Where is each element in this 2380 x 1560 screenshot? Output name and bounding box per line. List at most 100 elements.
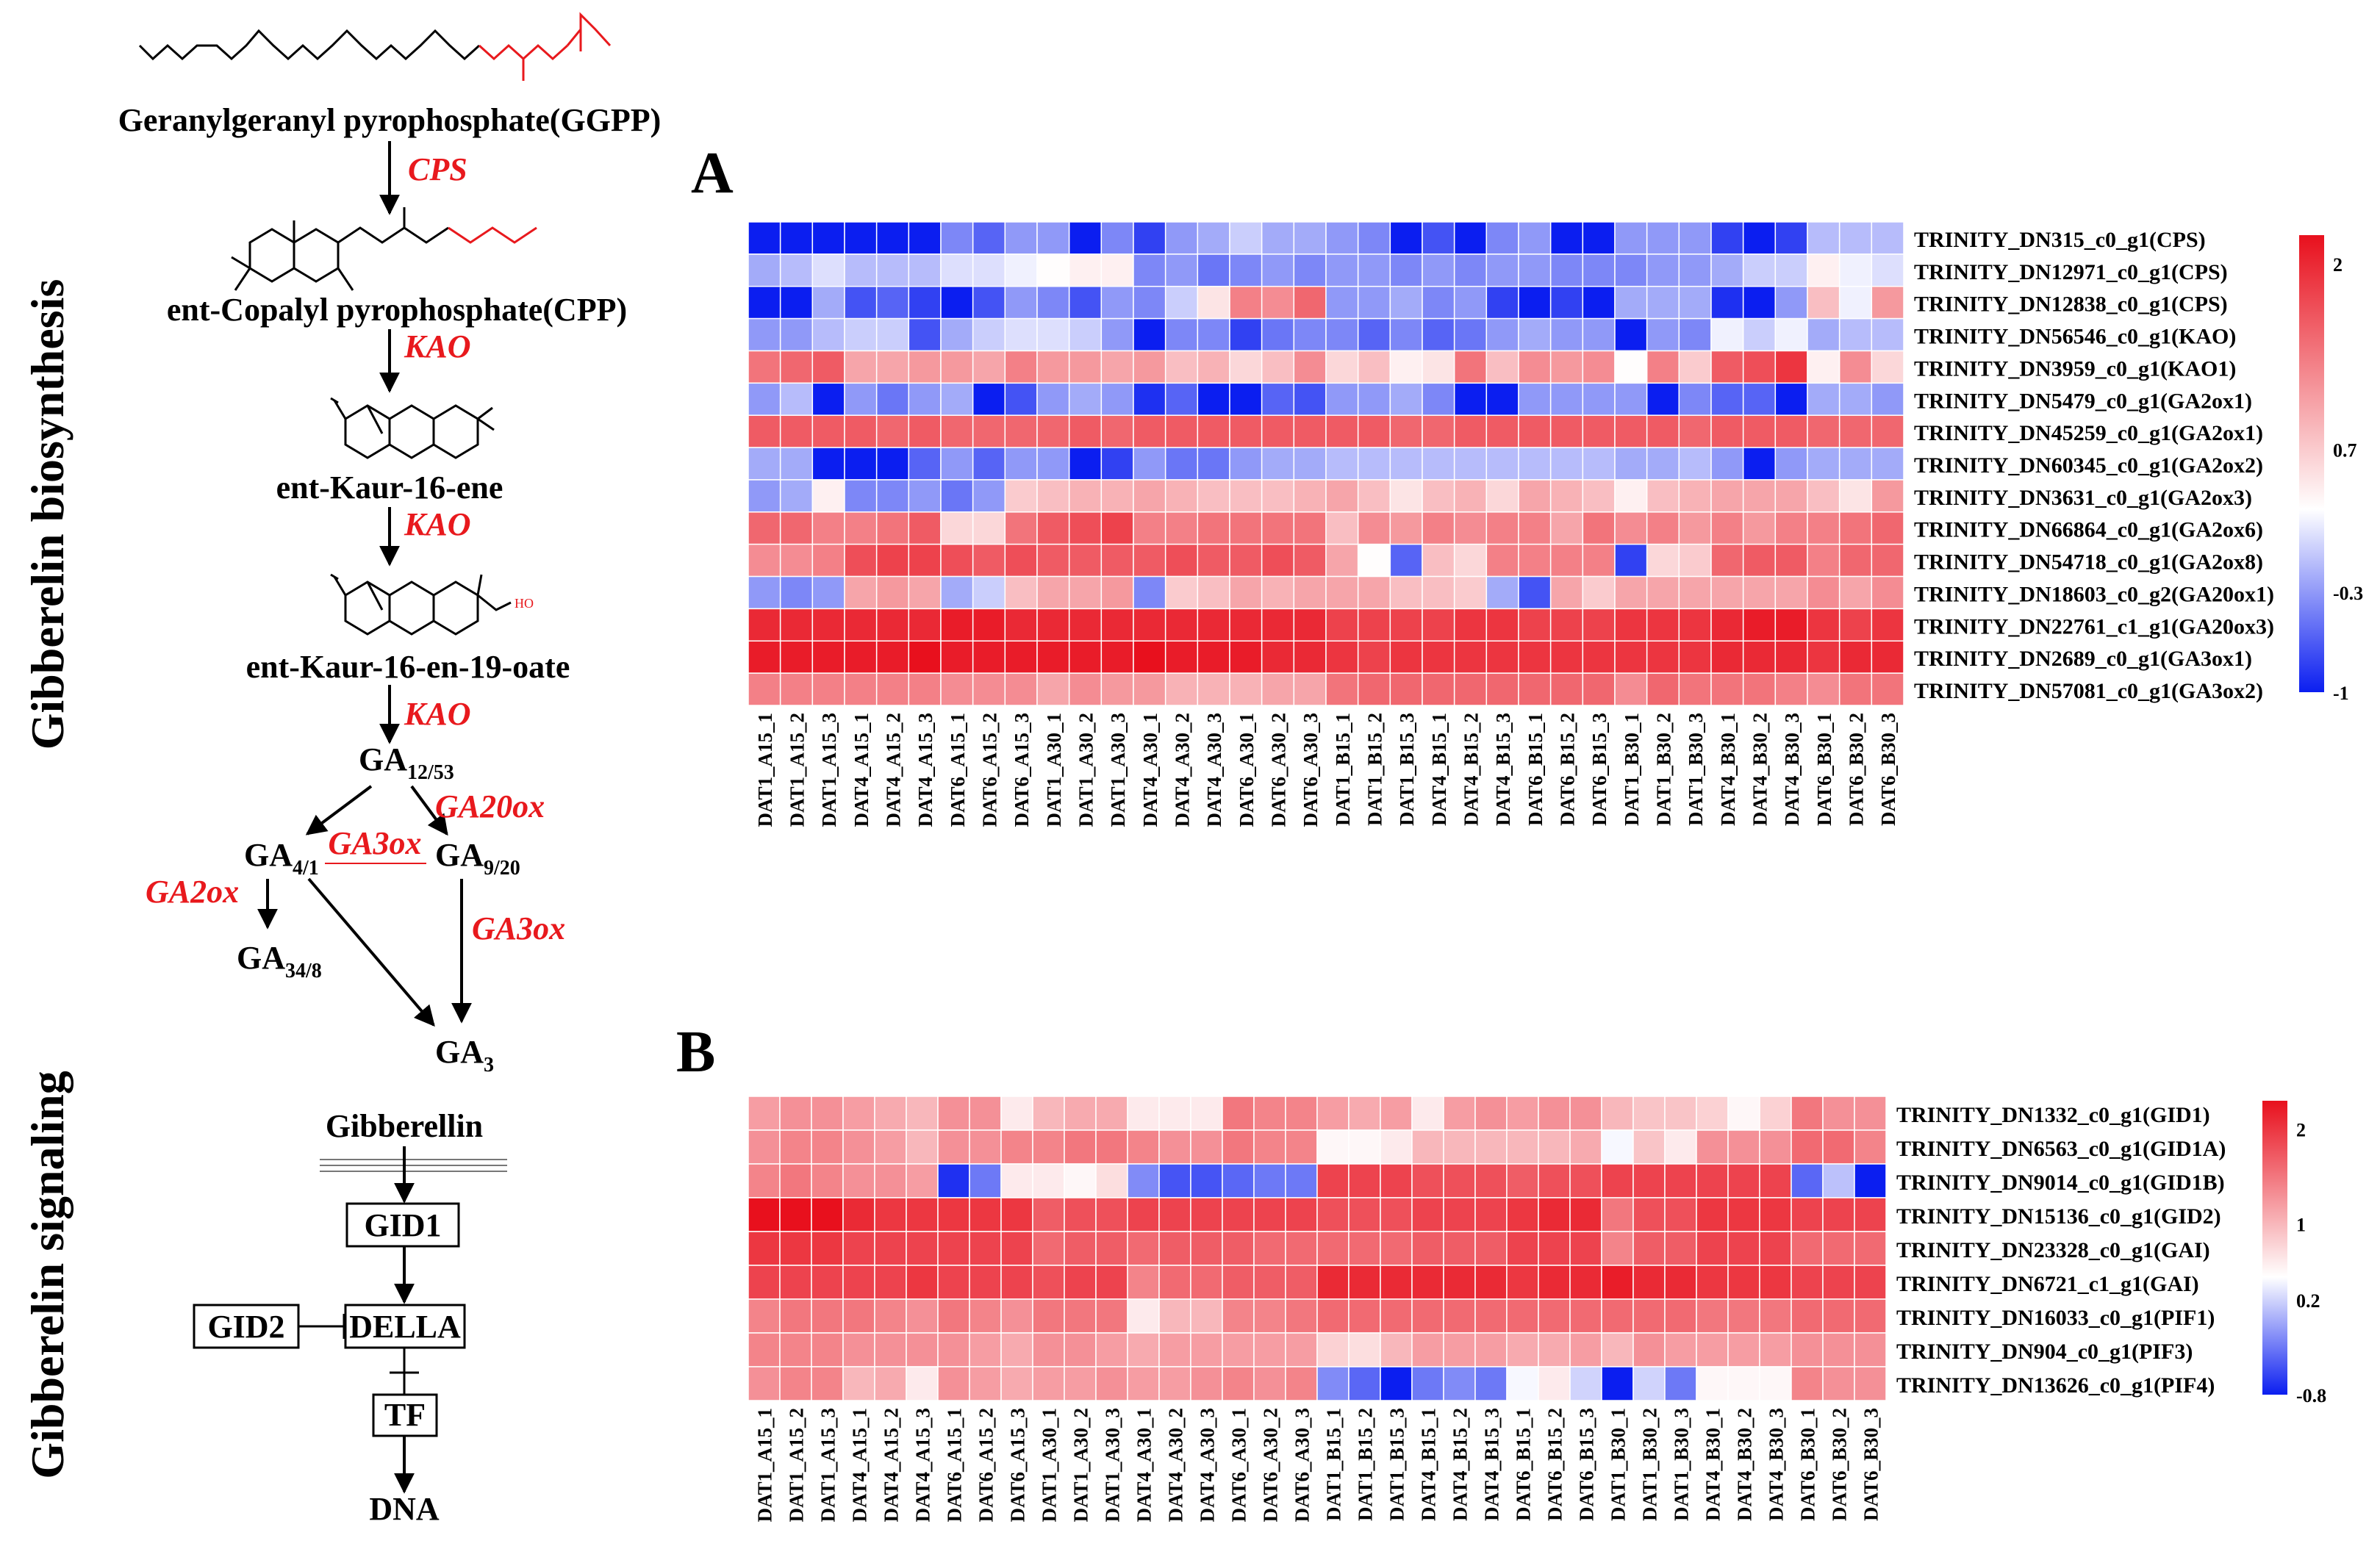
heatmap-cell — [1538, 1298, 1571, 1334]
heatmap-cell — [906, 1231, 939, 1266]
heatmap-cell — [1710, 608, 1744, 642]
heatmap-cell — [811, 1096, 844, 1131]
heatmap-cell — [1004, 254, 1038, 287]
heatmap-cell — [1293, 254, 1327, 287]
heatmap-cell — [1389, 350, 1423, 384]
heatmap-cell — [1774, 414, 1808, 448]
heatmap-cell — [1710, 543, 1744, 578]
pathway-panel: Gibberelin biosynthesis Gibberelin signa… — [21, 12, 661, 1527]
heatmap-cell — [1453, 672, 1488, 706]
column-label: DAT4_B30_3 — [1781, 713, 1803, 826]
heatmap-cell — [1838, 640, 1873, 674]
heatmap-cell — [1064, 1265, 1097, 1300]
heatmap-cell — [1316, 1096, 1349, 1131]
column-label: DAT6_B15_1 — [1524, 713, 1546, 826]
enzyme-ga3ox-mid: GA3ox — [328, 825, 421, 861]
colorbar-tick: 2 — [2296, 1120, 2306, 1141]
heatmap-cell — [874, 1265, 907, 1300]
heatmap-cell — [1158, 1096, 1191, 1131]
heatmap-cell — [1664, 1265, 1697, 1300]
heatmap-cell — [972, 672, 1006, 706]
heatmap-cell — [811, 1265, 844, 1300]
heatmap-cell — [908, 414, 942, 448]
heatmap-cell — [906, 1163, 939, 1198]
row-label: TRINITY_DN315_c0_g1(CPS) — [1914, 228, 2206, 252]
heatmap-cell — [748, 543, 781, 578]
heatmap-cell — [1601, 1197, 1634, 1232]
heatmap-cell — [748, 608, 781, 642]
colorbar-tick: 0.7 — [2333, 440, 2357, 461]
heatmap-cell — [1443, 1265, 1476, 1300]
heatmap-cell — [1601, 1366, 1634, 1401]
heatmap-cell — [1569, 1163, 1602, 1198]
column-label: DAT1_B15_1 — [1332, 713, 1354, 826]
enzyme-ga20ox: GA20ox — [435, 788, 545, 824]
heatmap-cell — [1036, 640, 1070, 674]
heatmap-cell — [972, 221, 1006, 255]
heatmap-cell — [811, 350, 845, 384]
heatmap-cell — [1348, 1197, 1381, 1232]
heatmap-cell — [969, 1197, 1002, 1232]
heatmap-cell — [1036, 575, 1070, 610]
heatmap-cell — [1293, 640, 1327, 674]
heatmap-cell — [969, 1129, 1002, 1165]
heatmap-cell — [1485, 350, 1519, 384]
heatmap-cell — [1325, 285, 1359, 320]
heatmap-cell — [842, 1298, 875, 1334]
heatmap-cell — [811, 1298, 844, 1334]
heatmap-cell — [1582, 511, 1616, 545]
heatmap-cell — [1164, 447, 1199, 481]
heatmap-cell — [1582, 447, 1616, 481]
heatmap-cell — [1316, 1298, 1349, 1334]
heatmap-cell — [1380, 1129, 1413, 1165]
heatmap-cell — [1506, 1163, 1539, 1198]
heatmap-cell — [937, 1096, 970, 1131]
heatmap-cell — [874, 1332, 907, 1367]
gid1-box — [345, 1202, 460, 1248]
column-label: DAT6_B15_3 — [1588, 713, 1610, 826]
heatmap-cell — [1325, 640, 1359, 674]
heatmap-cell — [874, 1231, 907, 1266]
heatmap-cell — [1197, 254, 1230, 287]
heatmap-cell — [1422, 479, 1455, 513]
heatmap-cell — [1614, 350, 1648, 384]
heatmap-cell — [1190, 1197, 1223, 1232]
heatmap-cell — [1710, 350, 1744, 384]
heatmap-cell — [1807, 543, 1840, 578]
kaurene-compound: ent-Kaur-16-ene — [276, 470, 503, 506]
heatmap-cell — [1549, 414, 1584, 448]
heatmap-cell — [1285, 1265, 1318, 1300]
row-label: TRINITY_DN23328_c0_g1(GAI) — [1896, 1238, 2210, 1262]
heatmap-cell — [1485, 672, 1519, 706]
heatmap-cell — [1518, 285, 1552, 320]
heatmap-cell — [1389, 608, 1423, 642]
heatmap-cell — [1549, 447, 1584, 481]
heatmap-cell — [1261, 672, 1295, 706]
heatmap-cell — [1727, 1231, 1760, 1266]
heatmap-cell — [1036, 447, 1070, 481]
column-label: DAT4_B30_2 — [1749, 713, 1771, 826]
heatmap-cell — [842, 1366, 875, 1401]
heatmap-cell — [1348, 1332, 1381, 1367]
heatmap-cell — [1582, 317, 1616, 352]
heatmap-cell — [1032, 1332, 1065, 1367]
heatmap-cell — [1133, 254, 1166, 287]
column-label: DAT1_B30_1 — [1621, 713, 1643, 826]
heatmap-cell — [1807, 317, 1840, 352]
heatmap-cell — [1696, 1163, 1729, 1198]
heatmap-cell — [1632, 1366, 1666, 1401]
heatmap-cell — [1064, 1366, 1097, 1401]
heatmap-cell — [1871, 543, 1904, 578]
heatmap-cell — [844, 414, 878, 448]
cpp-compound: ent-Copalyl pyrophosphate(CPP) — [167, 292, 627, 328]
heatmap-cell — [1807, 350, 1840, 384]
heatmap-cell — [1646, 511, 1680, 545]
heatmap-cell — [844, 479, 878, 513]
column-label: DAT6_B15_1 — [1513, 1408, 1535, 1521]
heatmap-cell — [1293, 447, 1327, 481]
heatmap-cell — [748, 1129, 781, 1165]
heatmap-cell — [1854, 1197, 1887, 1232]
heatmap-cell — [1032, 1231, 1065, 1266]
heatmap-cell — [1222, 1163, 1255, 1198]
heatmap-cell — [1253, 1096, 1286, 1131]
